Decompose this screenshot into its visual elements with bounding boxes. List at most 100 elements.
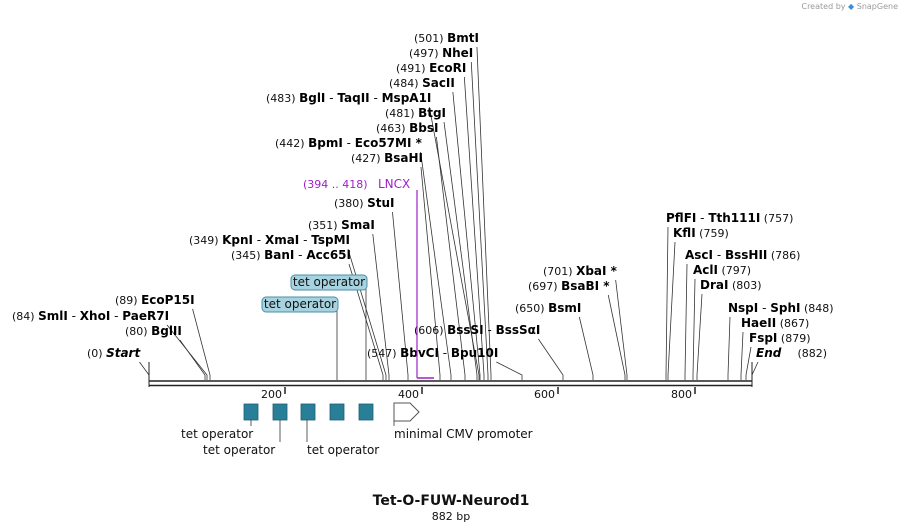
enzyme-name: Bpu10I [451,346,498,360]
site-nhei[interactable]: (497) NheI [409,46,473,60]
site-kpni[interactable]: (349) KpnI - XmaI - TspMI [189,233,350,247]
snapgene-name: SnapGene [856,2,898,11]
feature-labels: tet operator tet operator tet operator m… [181,420,533,457]
site-position: (89) [115,294,141,307]
site-bsahi[interactable]: (427) BsaHI [351,151,423,165]
site-sacii[interactable]: (484) SacII [389,76,455,90]
tet-operator-box-5[interactable] [358,403,374,421]
site-ecori[interactable]: (491) EcoRI [396,61,466,75]
site-position: (349) [189,234,222,247]
cut-line-ecop15i [192,308,211,380]
cut-line-bbsi [436,136,466,380]
cut-line-kfli [667,241,676,380]
site-bsabi[interactable]: (697) BsaBI * [528,279,610,293]
site-end[interactable]: End (882) [756,346,827,360]
site-position: (701) [543,265,576,278]
site-drai[interactable]: DraI (803) [700,278,762,292]
svg-text:(491) EcoRI: (491) EcoRI [396,61,466,75]
site-bsmi[interactable]: (650) BsmI [515,301,581,315]
enzyme-name: XhoI [80,309,111,323]
site-xbai[interactable]: (701) XbaI * [543,264,618,278]
site-position: (497) [409,47,442,60]
site-pflfi[interactable]: PflFI - Tth111I (757) [666,211,793,225]
enzyme-name: HaeII [741,316,776,330]
site-bbsi[interactable]: (463) BbsI [376,121,438,135]
site-position: (491) [396,62,429,75]
site-kfli[interactable]: KflI (759) [673,226,729,240]
site-smli[interactable]: (84) SmlI - XhoI - PaeR7I [12,309,169,323]
site-bani[interactable]: (345) BanI - Acc65I [231,248,351,262]
cut-line-asci [684,263,688,380]
svg-text:(84) SmlI - XhoI - PaeR7I: (84) SmlI - XhoI - PaeR7I [12,309,169,323]
scale-tick-label: 200 [261,388,282,401]
site-bmti[interactable]: (501) BmtI [414,31,479,45]
site-bbvci[interactable]: (547) BbvCI - Bpu10I [367,346,498,360]
cut-line-drai [696,293,703,380]
enzyme-name: AclI [693,263,718,277]
svg-text:(497) NheI: (497) NheI [409,46,473,60]
site-position: (882) [794,347,827,360]
site-acli[interactable]: AclI (797) [693,263,751,277]
tet-operator-box-4[interactable] [329,403,345,421]
svg-text:End (882): End (882) [756,346,827,360]
tet-operator-tag-1[interactable]: tet operator [290,274,368,380]
cut-line-bsabi [607,294,626,380]
tet-operator-label-2: tet operator [203,443,275,457]
site-position: (345) [231,249,264,262]
scale-tick-label: 800 [671,388,692,401]
site-position: (481) [385,107,418,120]
primer-lncx[interactable]: (394 .. 418) LNCX [303,177,434,379]
enzyme-name: MspA1I [382,91,432,105]
feature-track [243,403,374,421]
tet-operator-box-3[interactable] [300,403,316,421]
tag-label: tet operator [264,297,336,311]
cut-line-sacii [452,91,481,380]
cut-line-kpni [347,248,387,380]
cut-line-fspi [745,346,752,380]
site-start[interactable]: (0) Start [87,346,141,360]
site-position: (547) [367,347,400,360]
svg-text:PflFI - Tth111I (757): PflFI - Tth111I (757) [666,211,793,225]
cut-line-bmti [476,46,492,380]
site-haeii[interactable]: HaeII (867) [741,316,809,330]
cut-line-nspi [727,316,731,380]
svg-text:(697) BsaBI *: (697) BsaBI * [528,279,610,293]
tet-operator-tag-2[interactable]: tet operator [261,296,339,380]
tet-operator-box-2[interactable] [272,403,288,421]
site-position: (84) [12,310,38,323]
enzyme-name: EcoRI [429,61,466,75]
site-position: (650) [515,302,548,315]
promoter-cmv-minimal[interactable] [393,402,420,422]
site-smai[interactable]: (351) SmaI [308,218,375,232]
site-bpmi[interactable]: (442) BpmI - Eco57MI * [275,136,423,150]
enzyme-name: XbaI * [576,264,618,278]
enzyme-name: Eco57MI * [355,136,423,150]
site-btgi[interactable]: (481) BtgI [385,106,446,120]
dna-backbone [148,362,753,387]
site-ecop15i[interactable]: (89) EcoP15I [115,293,195,307]
enzyme-name: Acc65I [306,248,351,262]
enzyme-name: BtgI [418,106,446,120]
enzyme-name: BssHII [725,248,767,262]
site-nspi[interactable]: NspI - SphI (848) [728,301,834,315]
svg-text:(463) BbsI: (463) BbsI [376,121,438,135]
svg-text:NspI - SphI (848): NspI - SphI (848) [728,301,834,315]
site-stui[interactable]: (380) StuI [334,196,394,210]
site-position: (759) [696,227,729,240]
enzyme-name: TaqII [337,91,369,105]
site-bsssi[interactable]: (606) BssSI - BssSαI [414,323,540,337]
tet-operator-box-1[interactable] [243,403,259,421]
enzyme-name: SmaI [341,218,375,232]
svg-text:(650) BsmI: (650) BsmI [515,301,581,315]
site-fspi[interactable]: FspI (879) [749,331,810,345]
cut-line-start [139,361,150,380]
snapgene-logo-icon: ◆ [848,2,855,11]
site-bglii[interactable]: (80) BglII [125,324,182,338]
enzyme-name: SacII [422,76,455,90]
plasmid-length: 882 bp [432,510,470,523]
site-asci[interactable]: AscI - BssHII (786) [685,248,800,262]
site-bgli[interactable]: (483) BglI - TaqII - MspA1I [266,91,431,105]
promoter-label: minimal CMV promoter [394,427,533,441]
enzyme-name: AscI [685,248,713,262]
